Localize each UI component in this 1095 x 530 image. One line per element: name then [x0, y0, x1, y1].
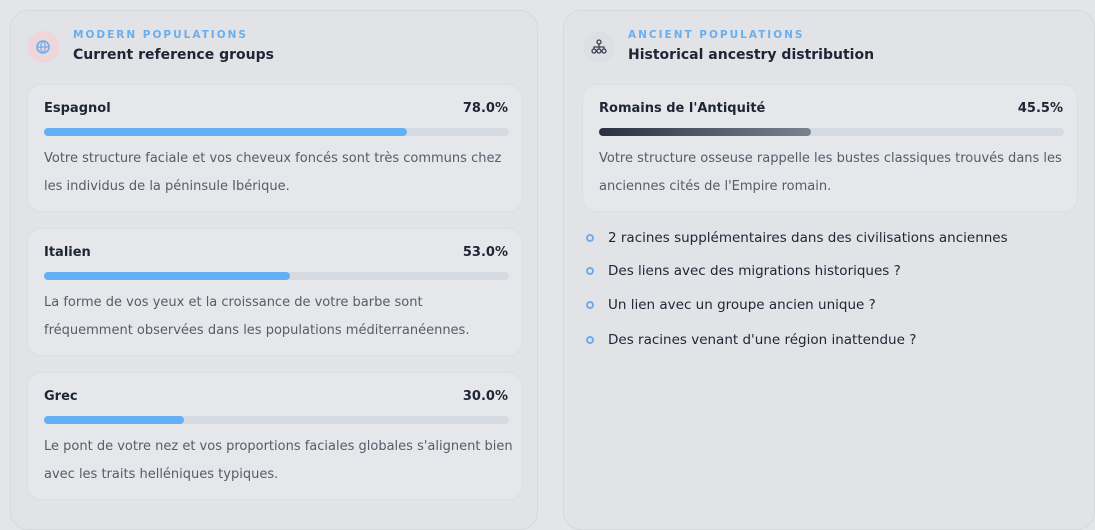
globe-svg [36, 40, 50, 54]
teaser-icon [586, 336, 594, 344]
group-percent: 45.5% [1017, 101, 1063, 116]
group-description: Le pont de votre nez et vos proportions … [44, 439, 513, 482]
group-name: Espagnol [44, 101, 111, 116]
eyebrow: MODERN POPULATIONS [73, 29, 248, 41]
ancient-panel: ANCIENT POPULATIONS Historical ancestry … [563, 10, 1095, 530]
globe-icon [27, 31, 59, 63]
teaser-item: Des liens avec des migrations historique… [608, 263, 901, 279]
progress-track [44, 416, 509, 424]
teaser-item: 2 racines supplémentaires dans des civil… [608, 230, 1008, 246]
page: MODERN POPULATIONS Current reference gro… [10, 10, 1095, 530]
group-description: Votre structure faciale et vos cheveux f… [44, 151, 502, 194]
teaser-icon [586, 234, 594, 242]
group-name: Grec [44, 389, 78, 404]
group-description: La forme de vos yeux et la croissance de… [44, 295, 470, 338]
teaser-item: Un lien avec un groupe ancien unique ? [608, 297, 876, 313]
group-name: Romains de l'Antiquité [599, 101, 766, 116]
progress-track [44, 128, 509, 136]
group-percent: 78.0% [462, 101, 508, 116]
group-name: Italien [44, 245, 91, 260]
tree-icon [583, 31, 615, 63]
group-percent: 53.0% [462, 245, 508, 260]
progress-fill [44, 128, 407, 136]
group-description: Votre structure osseuse rappelle les bus… [599, 151, 1062, 194]
panel-title: Current reference groups [73, 47, 274, 63]
progress-track [44, 272, 509, 280]
group-card: Romains de l'Antiquité 45.5% Votre structu… [582, 84, 1078, 212]
panel-title: Historical ancestry distribution [628, 47, 875, 63]
eyebrow: ANCIENT POPULATIONS [628, 29, 805, 41]
modern-panel: MODERN POPULATIONS Current reference gro… [10, 10, 538, 530]
tree-svg [591, 39, 607, 54]
progress-track [599, 128, 1064, 136]
progress-fill [44, 272, 291, 280]
teaser-icon [586, 267, 594, 275]
group-card: Italien 53.0% La forme de vos yeux et la c… [27, 228, 523, 356]
progress-fill [599, 128, 811, 136]
group-card: Grec 30.0% Le pont de votre nez et vos pro… [27, 372, 523, 500]
teaser-icon [586, 301, 594, 309]
group-percent: 30.0% [462, 389, 508, 404]
group-card: Espagnol 78.0% Votre structure faciale et … [27, 84, 523, 212]
teaser-item: Des racines venant d'une région inattend… [608, 332, 917, 348]
progress-fill [44, 416, 184, 424]
